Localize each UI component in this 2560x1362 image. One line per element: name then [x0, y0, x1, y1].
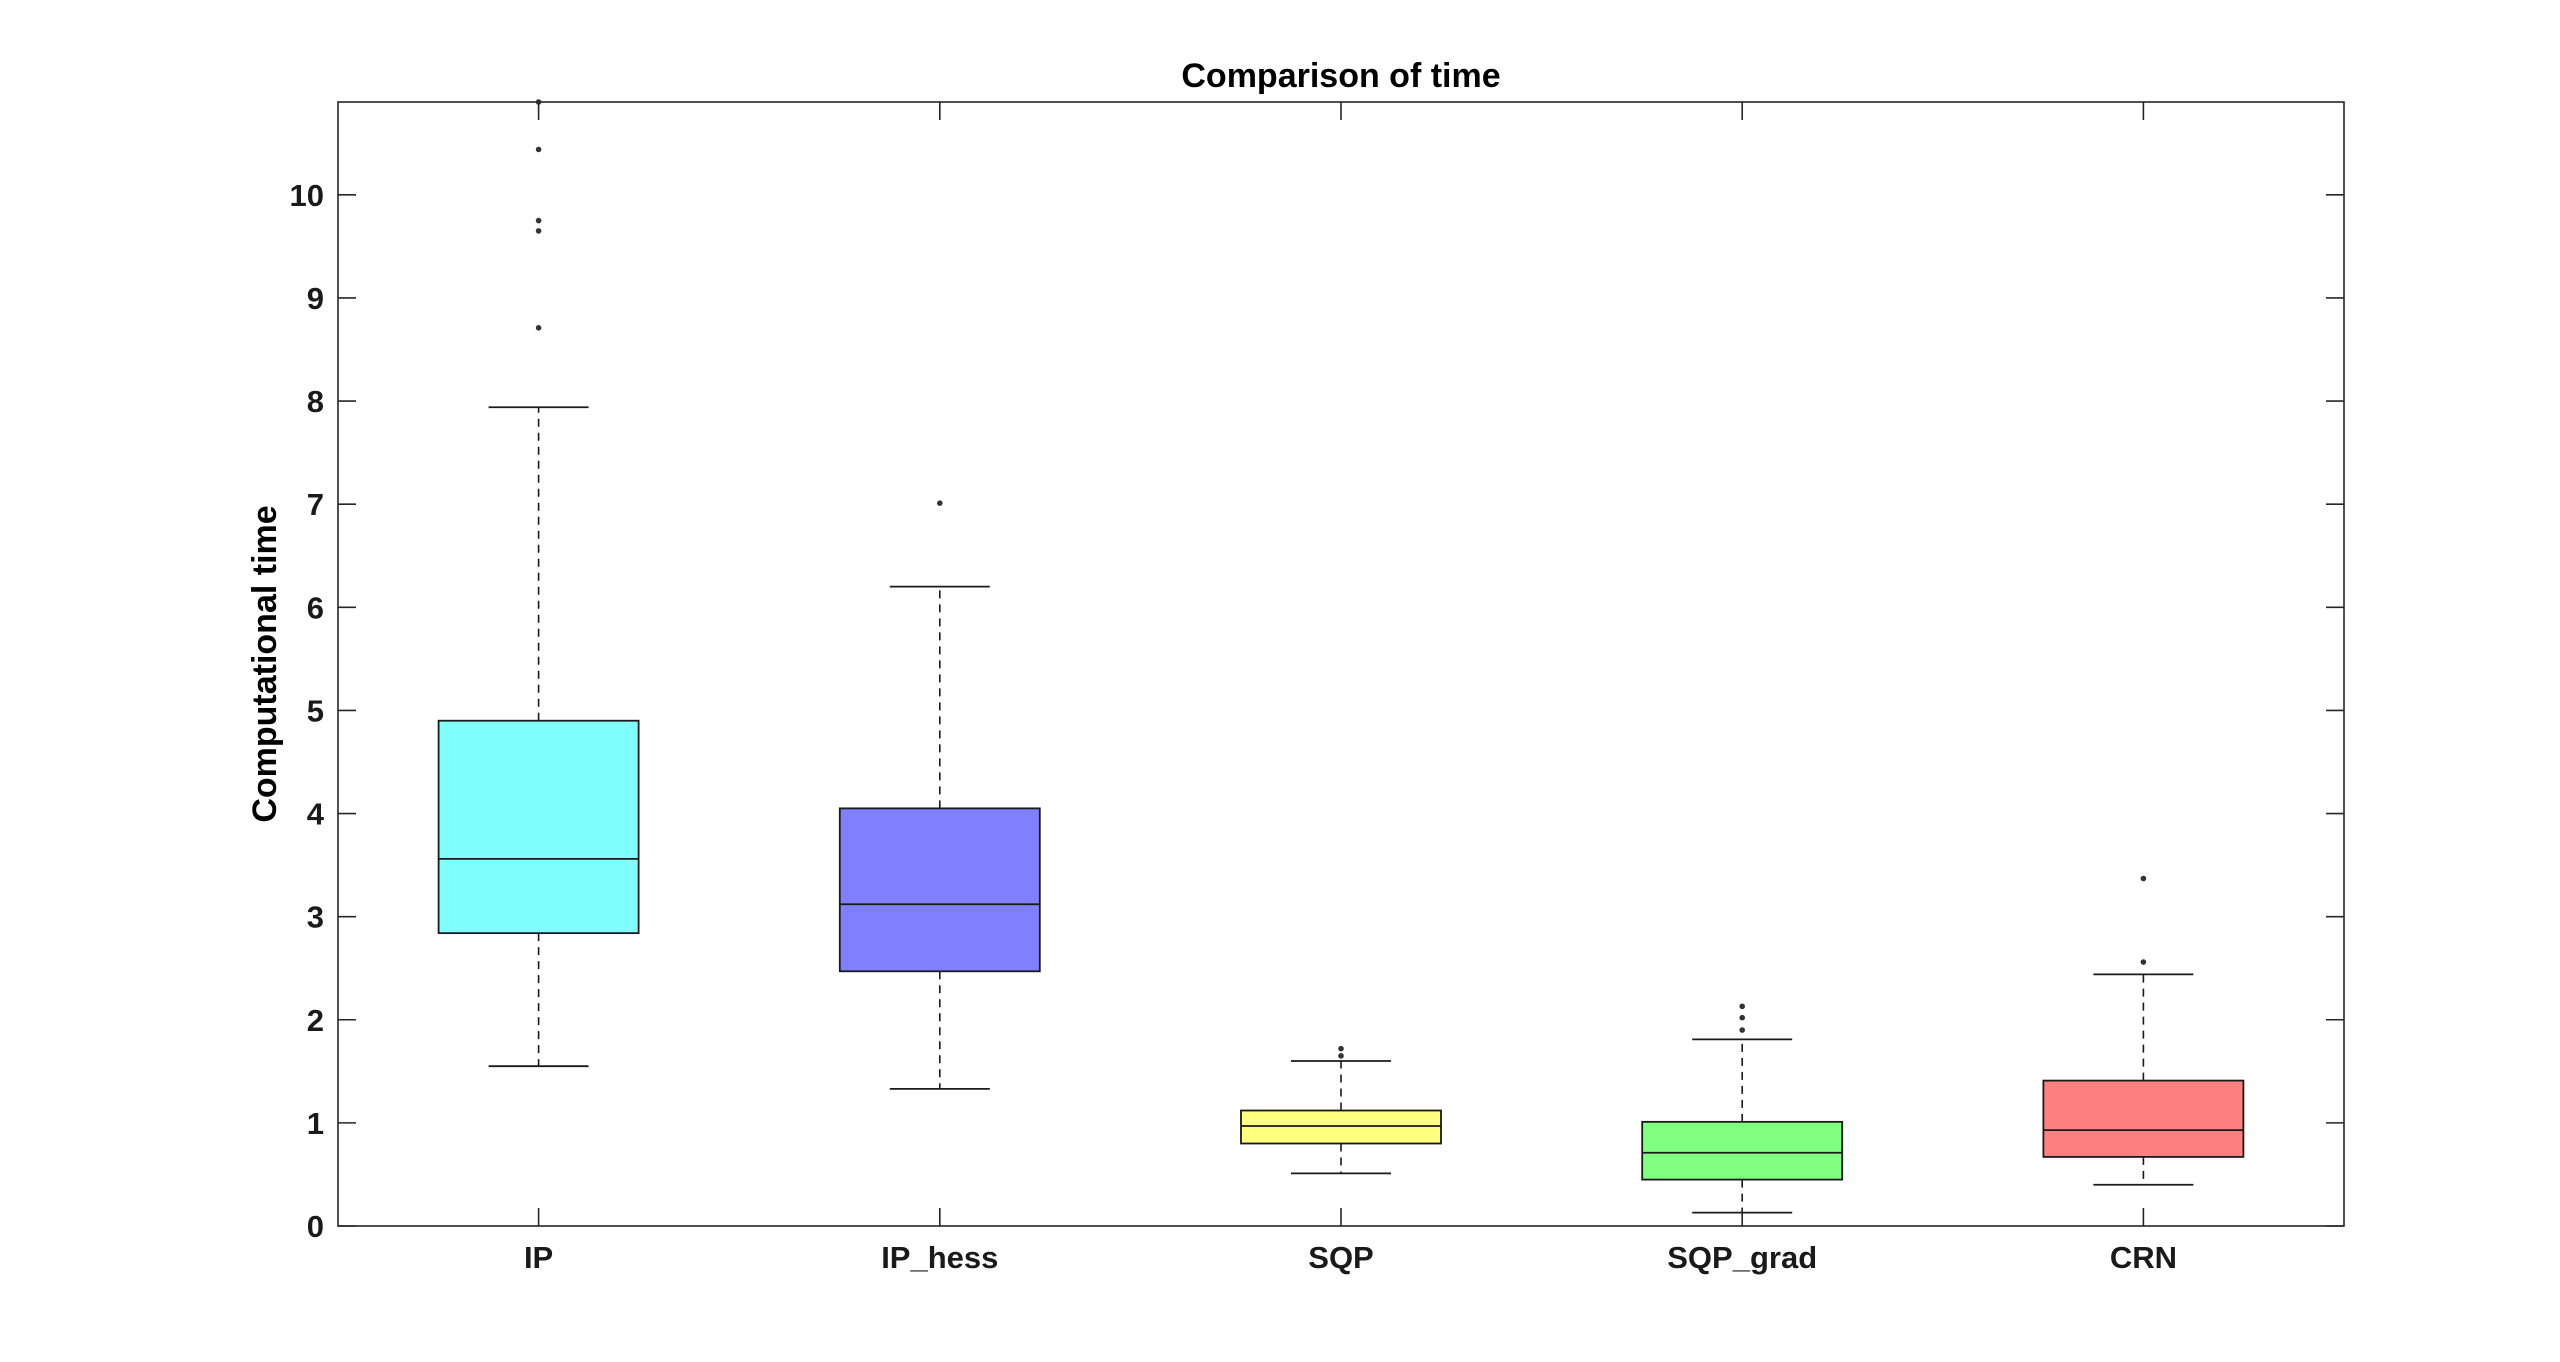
x-tick-label: SQP [1308, 1240, 1373, 1275]
chart-title: Comparison of time [1181, 57, 1500, 95]
x-tick-label: IP [524, 1240, 553, 1275]
box-ip-hess [838, 500, 1041, 1090]
y-tick-label: 4 [307, 797, 325, 832]
outlier-point [535, 228, 542, 234]
iqr-box [2042, 1079, 2245, 1158]
y-tick-label: 6 [307, 590, 324, 625]
x-tick-label: CRN [2110, 1240, 2177, 1275]
outlier-point [535, 217, 542, 224]
y-tick-label: 8 [307, 384, 324, 419]
y-tick-label: 7 [307, 487, 324, 522]
outlier-point [1338, 1045, 1344, 1052]
outlier-point [1739, 1003, 1745, 1010]
y-tick-label: 10 [290, 178, 324, 213]
y-tick-label: 1 [307, 1106, 324, 1141]
box-sqp [1240, 1045, 1442, 1175]
y-tick-label: 9 [307, 281, 324, 316]
boxes-layer [437, 99, 2245, 1214]
outlier-point [535, 146, 542, 153]
x-axis: IP IP_hess SQP SQP_grad CRN [524, 102, 2177, 1275]
outlier-point [1739, 1014, 1745, 1021]
outlier-point [2140, 959, 2147, 965]
y-axis-label: Computational time [246, 505, 284, 822]
plot-area [337, 101, 2345, 1227]
iqr-box [838, 807, 1041, 973]
x-tick-label: IP_hess [881, 1240, 998, 1275]
y-tick-label: 2 [307, 1003, 324, 1038]
y-tick-label: 0 [307, 1209, 324, 1244]
iqr-box [1240, 1109, 1442, 1145]
x-tick-label: SQP_grad [1667, 1240, 1817, 1275]
outlier-point [1739, 1027, 1745, 1033]
box-ip [437, 99, 640, 1068]
y-axis: 0 1 2 3 4 5 6 7 8 9 10 [290, 178, 2344, 1244]
iqr-box [437, 719, 640, 935]
outlier-point [2140, 875, 2147, 882]
outlier-point [937, 500, 943, 506]
box-crn [2042, 875, 2245, 1186]
outlier-point [1338, 1053, 1344, 1059]
iqr-box [1641, 1120, 1844, 1181]
y-tick-label: 5 [307, 693, 324, 728]
outlier-point [535, 325, 542, 331]
y-tick-label: 3 [307, 900, 324, 935]
